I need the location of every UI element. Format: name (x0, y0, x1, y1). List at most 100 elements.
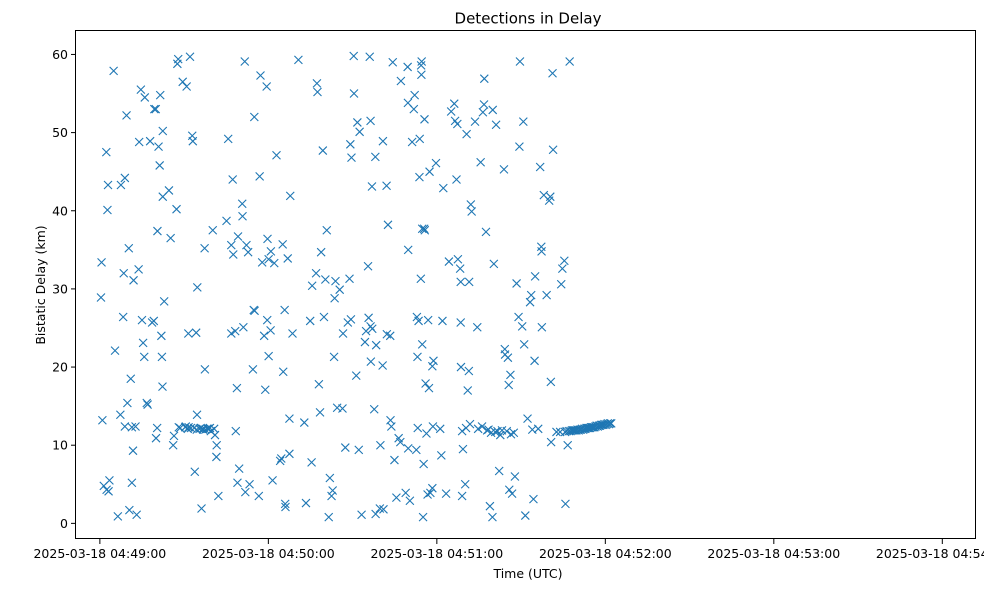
data-point (254, 491, 264, 501)
data-point (120, 173, 130, 183)
y-tick-label: 30 (52, 281, 68, 296)
data-point (182, 82, 192, 91)
data-point (311, 268, 321, 278)
data-point (212, 440, 222, 450)
data-point (126, 374, 136, 384)
data-point (510, 472, 520, 481)
data-point (429, 356, 438, 366)
data-point (233, 478, 242, 488)
x-axis-label: Time (UTC) (492, 566, 562, 581)
data-point (281, 502, 290, 512)
data-point (556, 279, 566, 289)
data-point (502, 426, 512, 436)
data-point (276, 454, 286, 463)
data-point (526, 290, 536, 300)
data-point (127, 422, 137, 432)
data-points (96, 51, 616, 522)
data-point (338, 329, 348, 338)
data-point (503, 353, 513, 363)
data-point (223, 134, 233, 144)
data-point (285, 414, 294, 424)
data-point (331, 276, 340, 286)
data-point (149, 104, 159, 114)
data-point (504, 485, 514, 495)
data-point (403, 62, 413, 72)
data-point (420, 114, 429, 124)
data-point (385, 331, 395, 341)
data-point (116, 180, 126, 190)
data-point (122, 111, 131, 120)
y-axis-ticks: 0 10 20 30 40 50 60 (52, 47, 76, 531)
data-point (316, 247, 326, 257)
data-point (183, 329, 193, 338)
data-point (542, 290, 552, 300)
data-point (415, 172, 424, 182)
data-point (351, 371, 361, 381)
data-point (485, 501, 495, 511)
data-point (347, 153, 356, 162)
data-point (407, 137, 417, 147)
data-point (124, 505, 134, 515)
data-point (313, 87, 322, 97)
data-point (262, 82, 272, 91)
data-point (152, 423, 162, 433)
data-point (494, 466, 504, 476)
data-point (192, 410, 202, 420)
data-point (128, 446, 138, 456)
y-tick-label: 10 (52, 438, 68, 453)
data-point (149, 316, 159, 326)
data-point (409, 104, 419, 114)
data-point (104, 486, 113, 496)
data-point (301, 498, 311, 508)
data-point (537, 322, 547, 332)
data-point (188, 136, 198, 146)
data-point (460, 479, 470, 489)
data-point (375, 504, 385, 513)
data-point (98, 415, 107, 425)
data-point (379, 504, 388, 514)
data-point (561, 499, 570, 509)
data-point (137, 315, 147, 325)
data-point (243, 247, 253, 257)
data-point (145, 136, 155, 146)
plot-area-frame (75, 30, 976, 539)
data-point (352, 118, 362, 127)
data-point (425, 167, 434, 177)
data-point (414, 316, 423, 326)
data-point (518, 117, 528, 127)
data-point (490, 427, 500, 437)
x-tick-label: 2025-03-18 04:54:00 (876, 546, 984, 561)
data-point (185, 52, 195, 62)
data-point (417, 224, 427, 234)
data-point (338, 404, 347, 413)
data-point (231, 426, 241, 436)
data-point (315, 408, 325, 417)
data-point (530, 356, 539, 366)
data-point (519, 340, 529, 349)
data-point (489, 259, 499, 269)
data-point (263, 234, 272, 244)
data-point (431, 158, 441, 168)
data-point (143, 400, 152, 409)
data-point (605, 418, 615, 428)
data-point (436, 450, 446, 460)
data-point (280, 305, 290, 315)
data-point (420, 225, 430, 235)
chart-title: Detections in Delay (455, 10, 602, 28)
data-point (458, 444, 468, 454)
data-point (517, 322, 527, 331)
data-point (548, 68, 557, 78)
y-tick-label: 0 (60, 516, 68, 531)
data-point (134, 137, 144, 147)
data-point (546, 437, 556, 447)
data-point (226, 329, 236, 338)
data-point (283, 254, 293, 263)
data-point (164, 186, 174, 195)
data-point (525, 297, 535, 307)
data-point (416, 60, 426, 70)
data-point (378, 361, 388, 370)
data-point (506, 429, 516, 439)
data-point (190, 467, 200, 477)
data-point (382, 181, 391, 191)
data-point (299, 418, 309, 427)
